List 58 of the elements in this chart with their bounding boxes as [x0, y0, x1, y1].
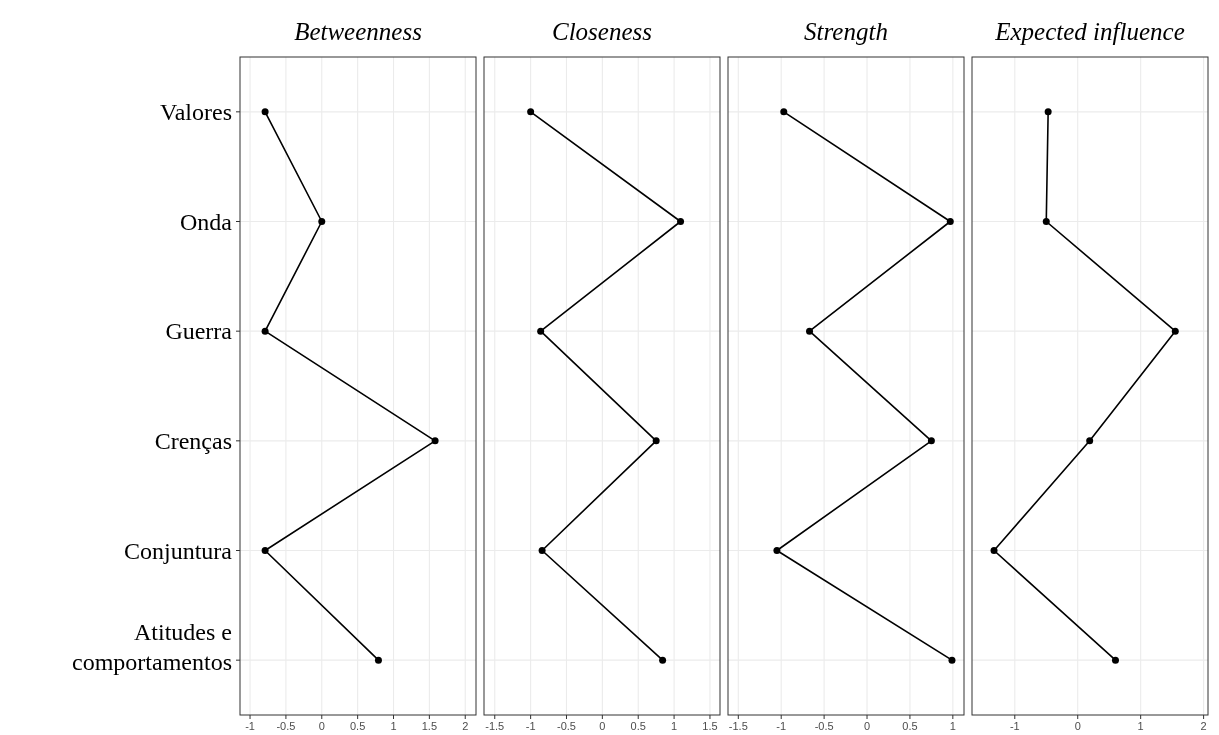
x-tick-label: 1.5 [421, 720, 438, 732]
x-tick-label: -0.5 [557, 720, 576, 732]
x-tick-label: 2 [462, 720, 469, 732]
point [261, 108, 269, 116]
y-tick-label: Onda [180, 208, 233, 235]
x-tick-label: -1 [776, 720, 787, 732]
point [948, 656, 956, 664]
x-tick-label: 0 [1074, 720, 1081, 732]
point [927, 437, 935, 445]
x-tick-label: 1 [671, 720, 678, 732]
point [652, 437, 660, 445]
point [537, 327, 545, 335]
point [677, 218, 685, 225]
x-tick-label: -0.5 [276, 720, 296, 732]
y-tick-label: Valores [160, 98, 232, 125]
point [990, 547, 998, 554]
point [1111, 656, 1119, 664]
x-tick-label: 0 [863, 720, 871, 732]
x-tick-label: 0.5 [630, 720, 646, 732]
x-tick-label: -1 [245, 720, 255, 732]
point [946, 218, 954, 225]
x-tick-label: -1.5 [485, 720, 505, 732]
point [374, 656, 382, 664]
x-tick-label: 1.5 [702, 720, 718, 732]
y-tick-label: Crenças [154, 427, 232, 454]
point [1086, 437, 1094, 445]
point [318, 218, 326, 225]
x-tick-label: -1 [1009, 720, 1020, 732]
chart-title: Expected influence [994, 18, 1185, 45]
point [780, 108, 788, 116]
x-tick-label: 0.5 [349, 720, 366, 732]
point [806, 327, 814, 335]
chart-title: Betweenness [294, 18, 422, 45]
x-tick-label: 0 [599, 720, 606, 732]
x-tick-label: 1 [949, 720, 956, 732]
x-tick-label: -0.5 [814, 720, 834, 732]
y-tick-label: Conjuntura [124, 537, 233, 564]
x-tick-label: -1.5 [728, 720, 748, 732]
y-tick-label: Atitudes e comportamentos [72, 619, 232, 676]
point [431, 437, 439, 445]
point [773, 547, 781, 554]
x-tick-label: 1 [1137, 720, 1144, 732]
chart-title: Strength [804, 18, 888, 45]
point [527, 108, 535, 116]
x-tick-label: 0 [318, 720, 325, 732]
x-tick-label: 1 [390, 720, 397, 732]
point [659, 656, 667, 664]
point [538, 547, 546, 554]
point [261, 547, 269, 554]
point [1044, 108, 1052, 116]
point [1042, 218, 1050, 225]
y-tick-label: Guerra [165, 318, 233, 345]
chart-title: Closeness [552, 18, 652, 45]
x-tick-label: -1 [525, 720, 536, 732]
point [1171, 327, 1179, 335]
x-tick-label: 0.5 [902, 720, 918, 732]
point [261, 327, 269, 335]
x-tick-label: 2 [1200, 720, 1207, 732]
